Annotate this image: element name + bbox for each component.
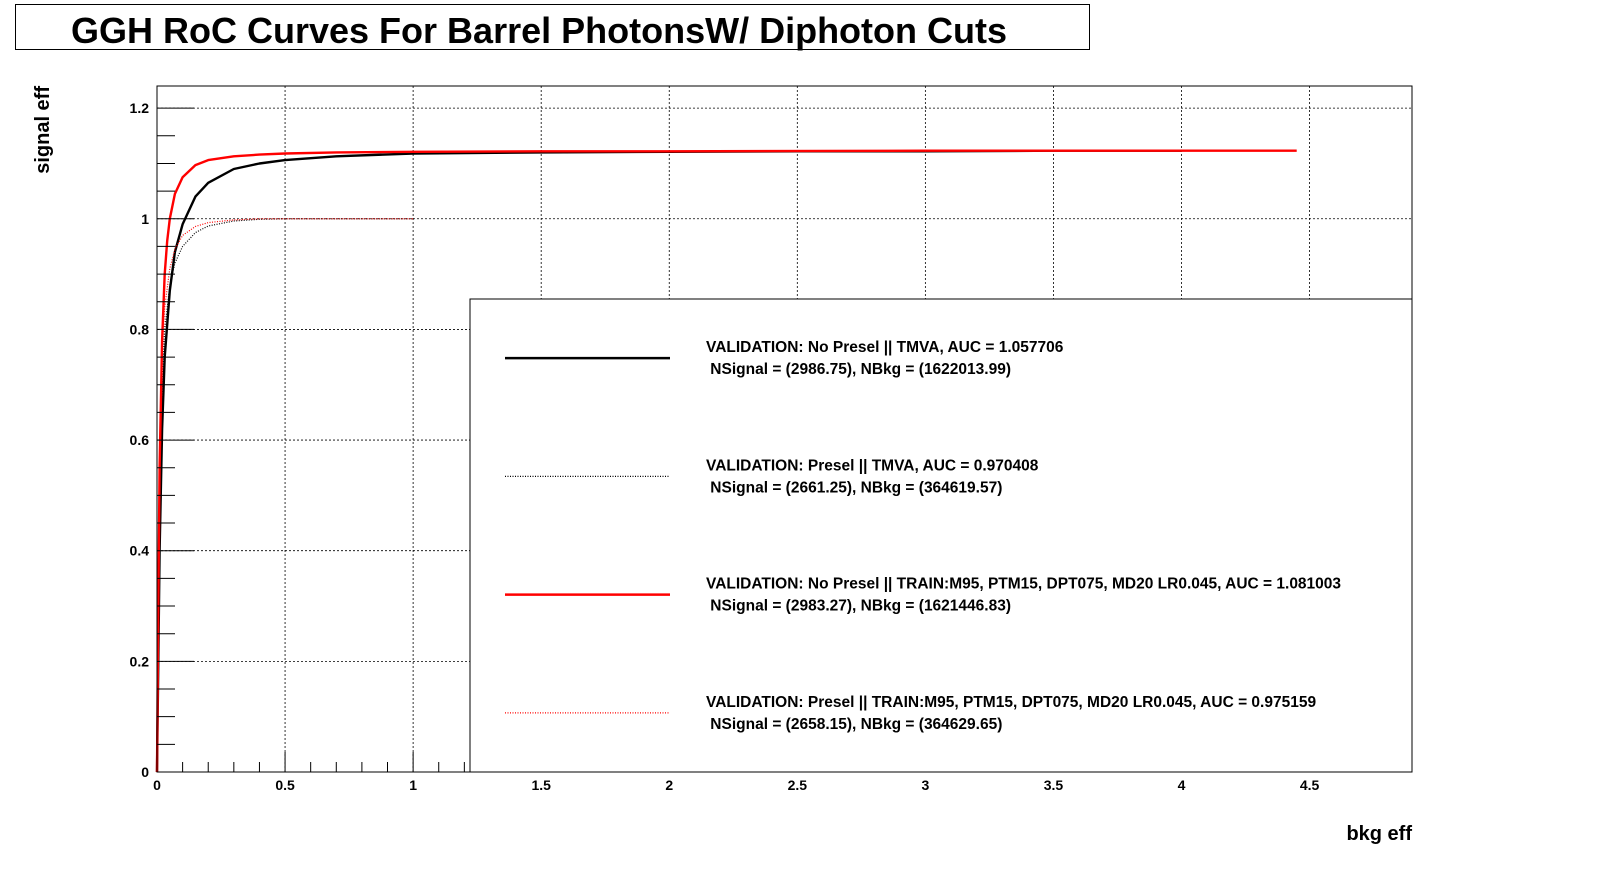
y-tick-label: 0.6 <box>130 432 150 448</box>
y-axis-label: signal eff <box>32 86 54 174</box>
legend-counts-3: NSignal = (2983.27), NBkg = (1621446.83) <box>706 598 1011 615</box>
x-tick-label: 1 <box>409 777 417 793</box>
y-tick-label: 1.2 <box>130 100 150 116</box>
legend-counts-4: NSignal = (2658.15), NBkg = (364629.65) <box>706 716 1002 733</box>
x-tick-label: 0 <box>153 777 161 793</box>
x-tick-label: 0.5 <box>275 777 295 793</box>
y-tick-label: 0.8 <box>130 321 150 337</box>
x-tick-label: 2.5 <box>788 777 808 793</box>
x-tick-label: 4 <box>1178 777 1186 793</box>
y-tick-label: 0.2 <box>130 653 150 669</box>
legend-box <box>469 298 1413 773</box>
x-tick-label: 4.5 <box>1300 777 1320 793</box>
legend-label-3: VALIDATION: No Presel || TRAIN:M95, PTM1… <box>706 576 1341 593</box>
legend-label-1: VALIDATION: No Presel || TMVA, AUC = 1.0… <box>706 339 1064 356</box>
y-tick-label: 0 <box>141 764 149 780</box>
roc-curve-series-2 <box>156 218 414 773</box>
legend-counts-2: NSignal = (2661.25), NBkg = (364619.57) <box>706 479 1002 496</box>
x-axis-label: bkg eff <box>1346 823 1412 845</box>
legend-label-4: VALIDATION: Presel || TRAIN:M95, PTM15, … <box>706 694 1316 711</box>
legend-label-2: VALIDATION: Presel || TMVA, AUC = 0.9704… <box>706 457 1039 474</box>
y-tick-label: 0.4 <box>130 543 150 559</box>
roc-curve-series-3 <box>155 149 1297 773</box>
y-tick-label: 1 <box>141 211 149 227</box>
axes: 0 0.5 1 1.5 2 2.5 3 3.5 4 4.5 0 0.2 0.4 0.6 0.8 1 1.2 <box>130 100 1413 793</box>
chart-title: GGH RoC Curves For Barrel PhotonsW/ Diph… <box>71 10 1008 51</box>
x-tick-label: 3.5 <box>1044 777 1064 793</box>
chart-title-box: GGH RoC Curves For Barrel PhotonsW/ Diph… <box>15 4 1090 51</box>
x-tick-label: 2 <box>665 777 673 793</box>
x-tick-label: 1.5 <box>531 777 551 793</box>
legend: VALIDATION: No Presel || TMVA, AUC = 1.0… <box>469 298 1413 773</box>
legend-counts-1: NSignal = (2986.75), NBkg = (1622013.99) <box>706 361 1011 378</box>
x-tick-label: 3 <box>921 777 929 793</box>
curves <box>155 149 1297 773</box>
